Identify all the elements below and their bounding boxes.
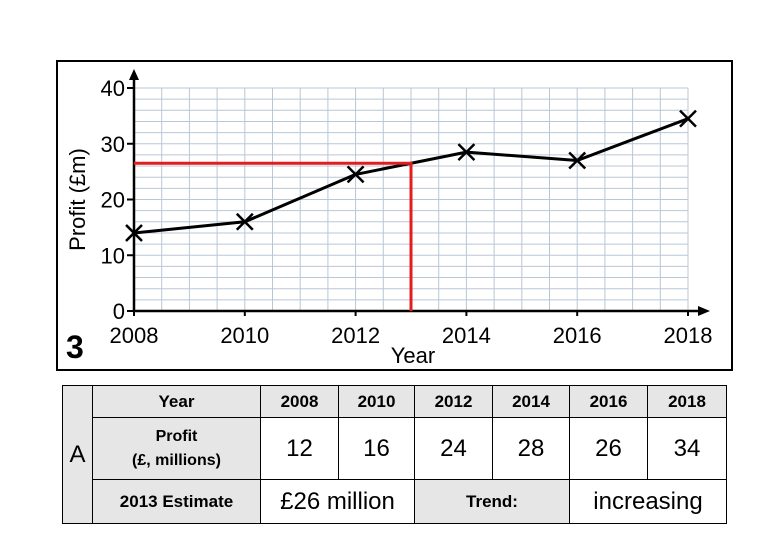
- x-axis-arrow: [698, 306, 710, 316]
- data-point: [235, 212, 254, 231]
- x-tick-label: 2018: [664, 323, 713, 348]
- x-tick-label: 2016: [553, 323, 602, 348]
- year-header: Year: [92, 385, 261, 418]
- data-point-stroke: [679, 109, 697, 128]
- estimate-value: £26 million: [260, 479, 415, 524]
- profit-cell: 12: [260, 417, 339, 480]
- data-point-stroke: [568, 151, 587, 170]
- y-axis-arrow: [129, 69, 139, 80]
- y-tick-label: 0: [113, 299, 125, 324]
- year-cell: 2016: [569, 385, 648, 418]
- answer-table: A Year 2008 2010 2012 2014 2016 2018 Pro…: [62, 385, 727, 524]
- data-point: [346, 165, 365, 184]
- chart-panel: 0 10 20 30 40 2008 2010 2012 2014 2016 2018 Year Pro…: [56, 60, 733, 371]
- y-tick-label: 20: [101, 188, 125, 213]
- y-tick-label: 40: [101, 76, 125, 101]
- row-label: A: [62, 385, 93, 524]
- data-point-stroke: [125, 224, 143, 242]
- year-cell: 2012: [414, 385, 493, 418]
- profit-header: Profit (£, millions): [92, 417, 261, 480]
- data-point: [679, 109, 697, 128]
- line-chart: 0 10 20 30 40 2008 2010 2012 2014 2016 2018 Year Pro…: [65, 69, 713, 368]
- data-point-stroke: [346, 165, 365, 184]
- data-point: [568, 151, 587, 170]
- y-tick-label: 10: [101, 243, 125, 268]
- year-cell: 2008: [260, 385, 339, 418]
- data-point: [125, 224, 143, 242]
- x-tick-label: 2008: [110, 323, 159, 348]
- year-cell: 2010: [338, 385, 415, 418]
- y-axis-label: Profit (£m): [65, 148, 90, 251]
- x-tick-label: 2012: [331, 323, 380, 348]
- year-cell: 2014: [492, 385, 570, 418]
- trend-label: Trend:: [414, 479, 570, 524]
- x-axis-label: Year: [391, 343, 435, 368]
- trend-value: increasing: [569, 479, 727, 524]
- x-tick-label: 2014: [442, 323, 491, 348]
- question-number: 3: [66, 329, 84, 365]
- profit-cell: 28: [492, 417, 570, 480]
- profit-header-line1: Profit: [155, 427, 198, 445]
- profit-cell: 16: [338, 417, 415, 480]
- data-point-stroke: [235, 212, 254, 231]
- profit-cell: 26: [569, 417, 648, 480]
- profit-header-line2: (£, millions): [132, 451, 221, 469]
- estimate-line: [134, 161, 413, 311]
- profit-cell: 24: [414, 417, 493, 480]
- y-tick-label: 30: [101, 132, 125, 157]
- data-point-stroke: [457, 143, 476, 161]
- data-point: [457, 143, 476, 161]
- x-tick-label: 2010: [220, 323, 269, 348]
- profit-cell: 34: [647, 417, 727, 480]
- year-cell: 2018: [647, 385, 727, 418]
- estimate-label: 2013 Estimate: [92, 479, 261, 524]
